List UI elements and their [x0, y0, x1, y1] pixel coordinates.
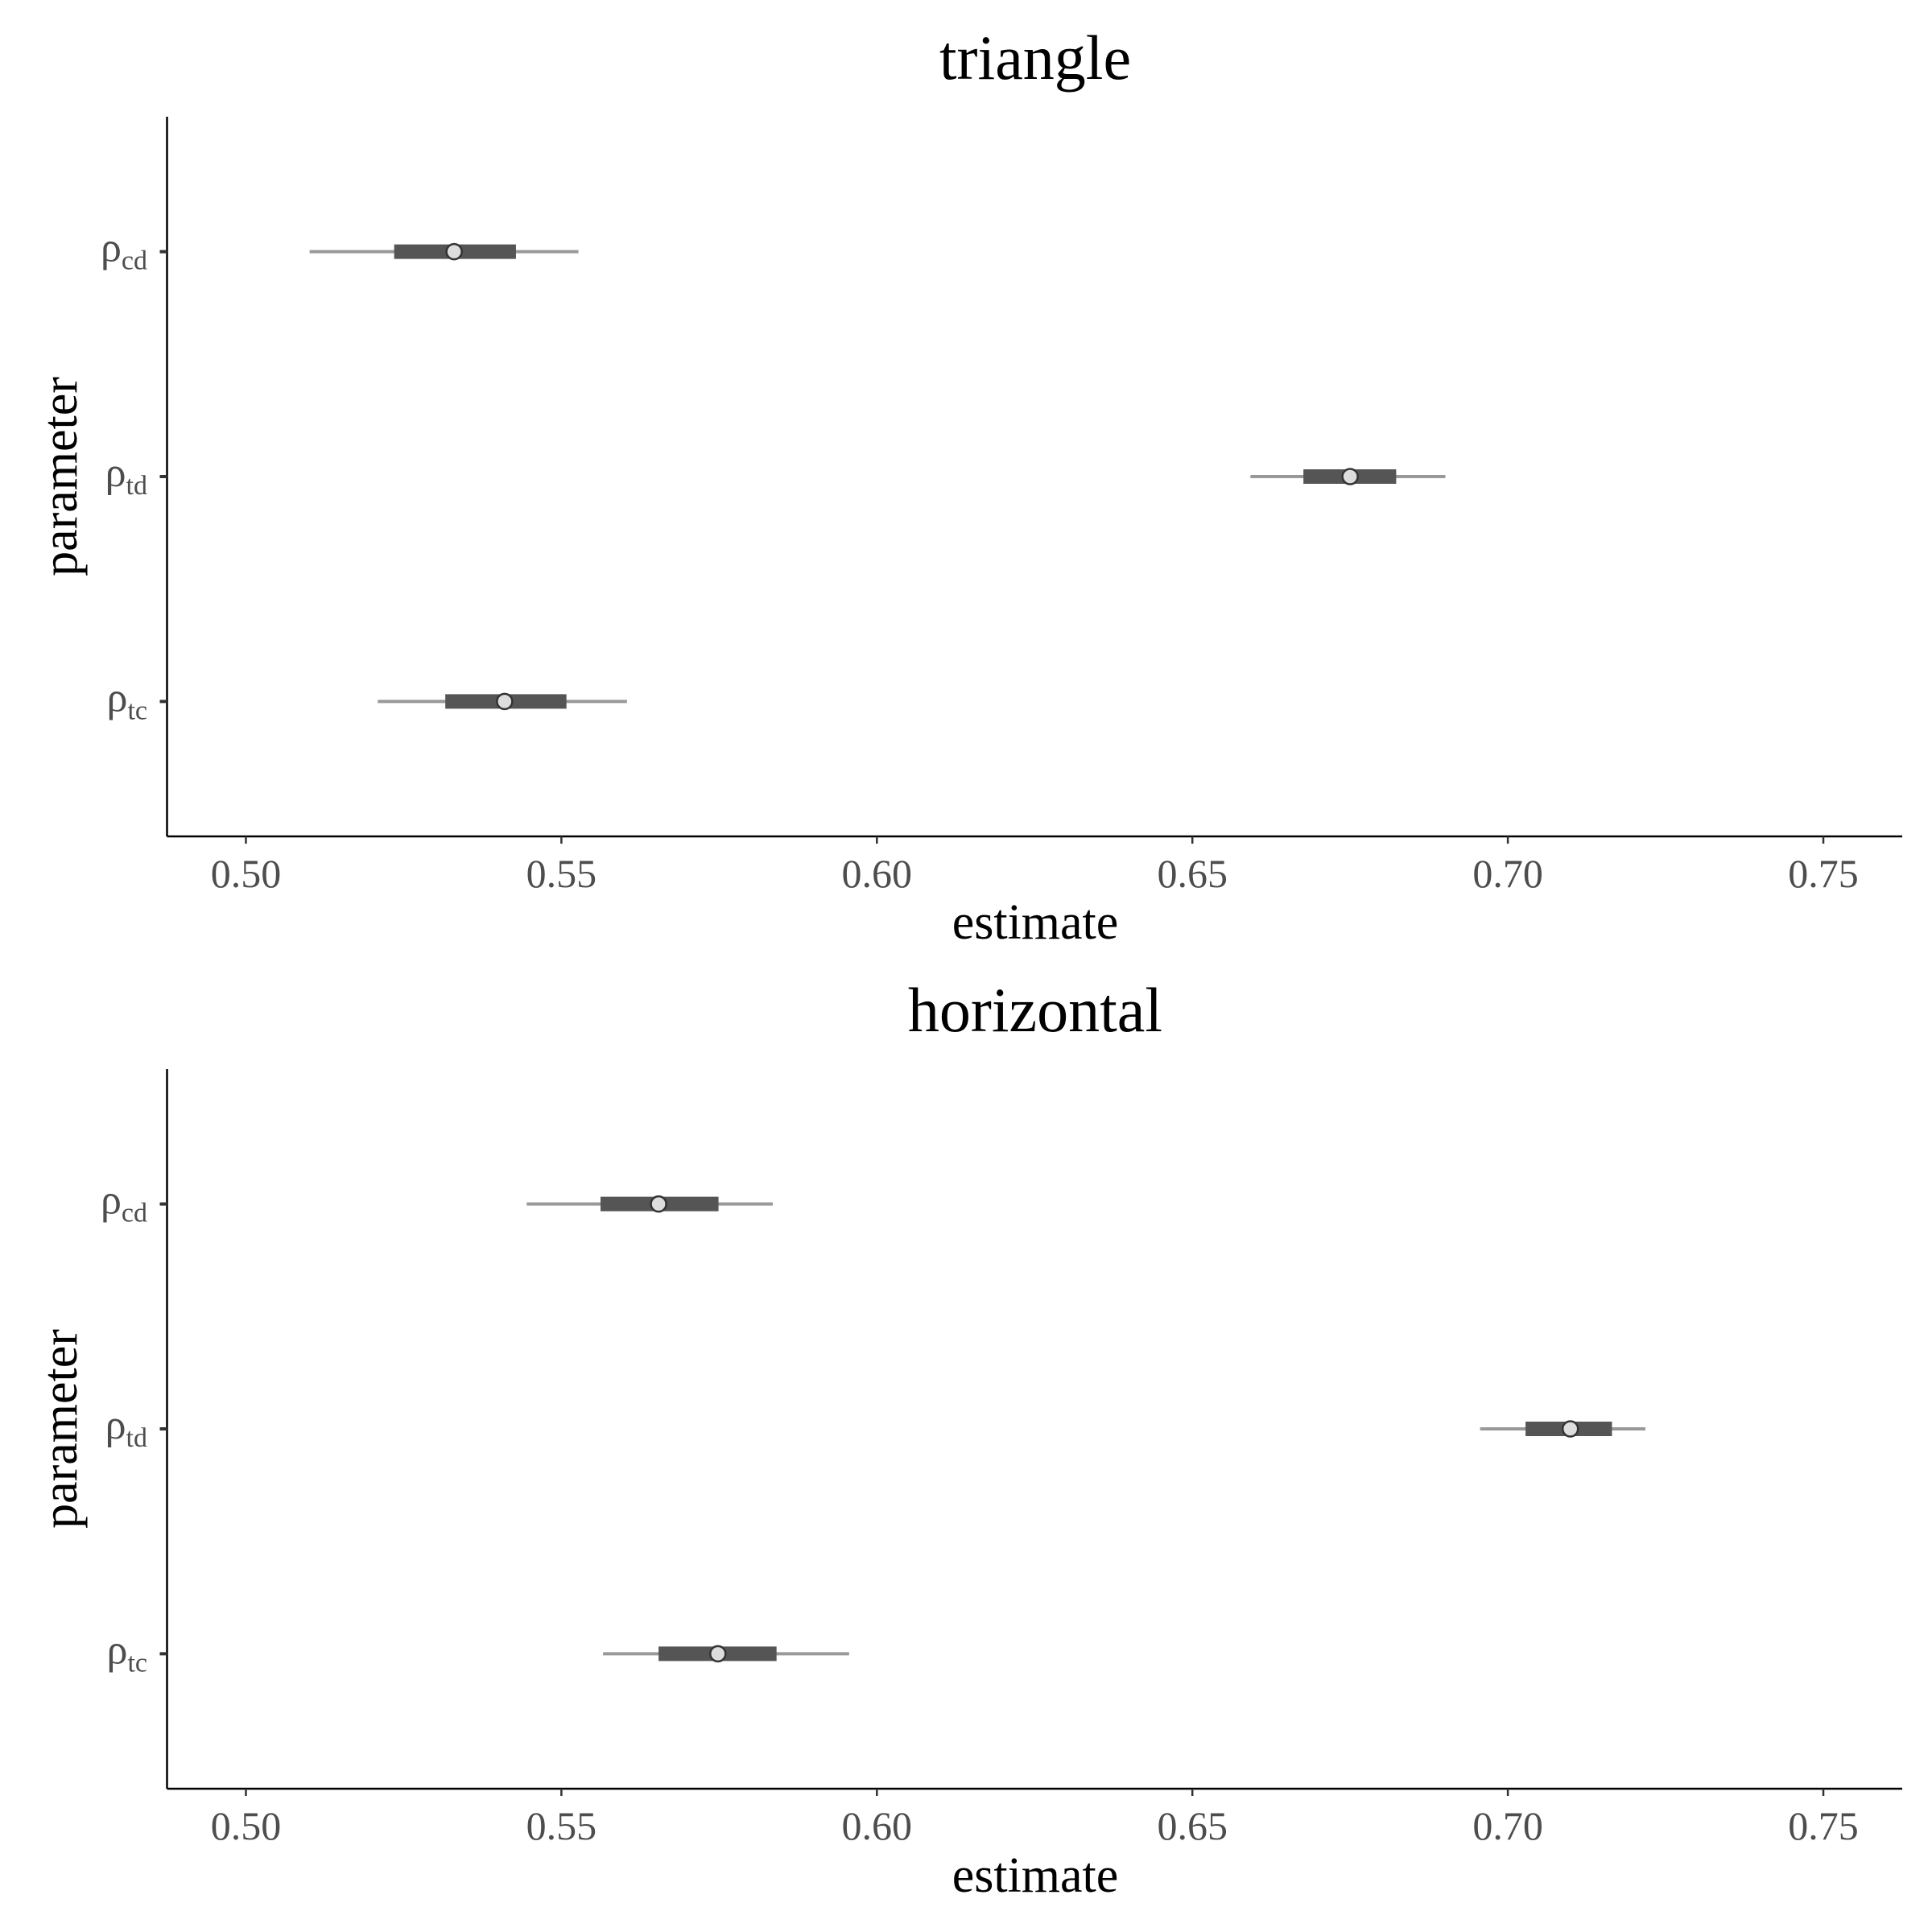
y-tick-label-symbol: ρ	[101, 225, 122, 271]
point-estimate	[650, 1195, 667, 1213]
y-tick-label-symbol: ρ	[101, 1178, 122, 1224]
point-estimate	[496, 692, 514, 711]
x-tick-label: 0.75	[1788, 851, 1859, 896]
y-tick-label: ρtd	[105, 450, 147, 501]
y-tick-label: ρtc	[107, 1627, 148, 1678]
point-estimate	[1561, 1420, 1579, 1438]
y-tick-label: ρtd	[105, 1402, 147, 1453]
x-tick-label: 0.50	[211, 851, 282, 896]
y-tick-label-subscript: td	[126, 1423, 147, 1453]
x-tick-label: 0.70	[1472, 851, 1543, 896]
y-tick-label-subscript: cd	[122, 246, 147, 276]
y-tick-label-symbol: ρ	[105, 1402, 126, 1448]
y-tick-label-subscript: td	[126, 471, 147, 501]
y-axis-title: parameter	[33, 377, 88, 576]
point-estimate	[1341, 468, 1359, 485]
point-estimate	[445, 242, 463, 261]
y-tick-label-symbol: ρ	[107, 1627, 128, 1673]
y-tick-label: ρcd	[101, 225, 147, 276]
x-tick-label: 0.50	[211, 1803, 282, 1848]
x-tick-label: 0.65	[1157, 851, 1228, 896]
point-estimate	[709, 1645, 727, 1663]
x-tick-label: 0.75	[1788, 1803, 1859, 1848]
y-tick-label: ρtc	[107, 675, 148, 725]
y-tick-label-subscript: tc	[127, 696, 147, 725]
panel-triangle: triangle 0.50 0.55 0.60 0.65 0.70 0.75 estimate…	[33, 23, 1902, 950]
y-tick-label-symbol: ρ	[105, 450, 126, 496]
x-axis-title: estimate	[952, 895, 1119, 950]
x-tick-label: 0.70	[1472, 1803, 1543, 1848]
panel-title: horizontal	[908, 975, 1162, 1045]
x-tick-label: 0.60	[842, 851, 913, 896]
y-axis-title: parameter	[33, 1329, 88, 1529]
x-tick-label: 0.60	[842, 1803, 913, 1848]
panel-horizontal: horizontal 0.50 0.55 0.60 0.65 0.70 0.75 estima…	[33, 975, 1902, 1903]
x-tick-label: 0.55	[526, 851, 597, 896]
x-tick-label: 0.65	[1157, 1803, 1228, 1848]
x-axis-title: estimate	[952, 1848, 1119, 1903]
y-tick-label: ρcd	[101, 1178, 147, 1228]
y-tick-label-subscript: cd	[122, 1199, 147, 1228]
x-tick-label: 0.55	[526, 1803, 597, 1848]
y-tick-label-subscript: tc	[127, 1648, 147, 1678]
panel-title: triangle	[939, 23, 1131, 93]
y-tick-label-symbol: ρ	[107, 675, 128, 720]
